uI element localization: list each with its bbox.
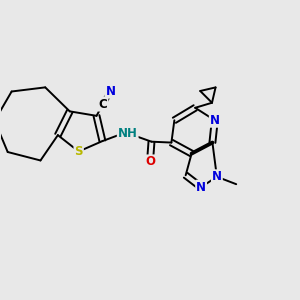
Text: O: O: [145, 155, 155, 168]
Text: N: N: [105, 85, 116, 98]
Text: N: N: [212, 170, 222, 183]
Text: N: N: [196, 181, 206, 194]
Text: N: N: [210, 114, 220, 127]
Text: S: S: [74, 145, 83, 158]
Text: C: C: [99, 98, 107, 111]
Text: NH: NH: [118, 127, 138, 140]
